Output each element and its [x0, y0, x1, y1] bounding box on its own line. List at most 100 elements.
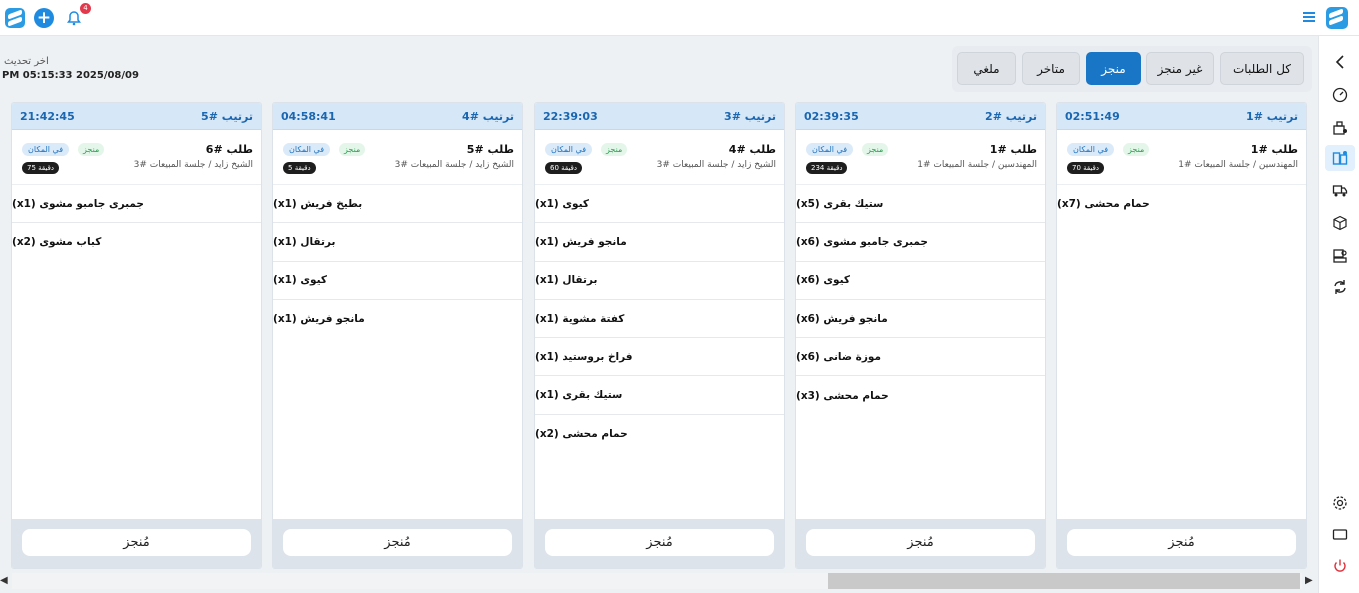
order-timer: 04:58:41	[281, 109, 336, 123]
mark-done-button[interactable]: مُنجز	[22, 529, 251, 556]
duration-badge: 75 دقيقة	[22, 162, 60, 174]
top-bar: + 4	[0, 0, 1359, 36]
order-location: المهندسين / جلسة المبيعات #1	[1178, 160, 1298, 170]
collapse-sidebar-button[interactable]	[1331, 53, 1349, 71]
last-update-label: اخر تحديث	[4, 56, 49, 67]
card-footer: مُنجز	[1057, 519, 1306, 568]
order-rank: ترتيب #5	[201, 109, 253, 123]
status-badge: منجز	[862, 143, 889, 156]
list-item: كفتة مشوية (x1)	[535, 300, 784, 339]
tab-late[interactable]: متاخر	[1022, 52, 1080, 85]
card-header: 02:51:49 ترتيب #1	[1057, 103, 1306, 130]
delivery-icon	[1332, 185, 1348, 197]
card-header: 02:39:35 ترتيب #2	[796, 103, 1045, 130]
list-item: مانجو فريش (x6)	[796, 300, 1045, 339]
duration-badge: 5 دقيقة	[283, 162, 316, 174]
list-item: كباب مشوى (x2)	[12, 236, 102, 249]
notification-count-badge: 4	[80, 3, 91, 14]
sidebar-item-kitchen[interactable]	[1331, 119, 1349, 137]
status-badge: منجز	[339, 143, 366, 156]
sidebar-item-pos[interactable]	[1331, 247, 1349, 265]
chevron-left-icon	[1335, 55, 1344, 69]
order-info: طلب #1 المهندسين / جلسة المبيعات #1 في الم…	[1057, 130, 1306, 185]
dine-in-badge: في المكان	[545, 143, 593, 156]
tab-not-done[interactable]: غير منجز	[1146, 52, 1214, 85]
sidebar-item-sync[interactable]	[1331, 278, 1349, 296]
list-item: حمام محشى (x3)	[796, 389, 889, 402]
horizontal-scrollbar[interactable]: ◀ ▶	[0, 573, 1317, 589]
tab-all-orders[interactable]: كل الطلبات	[1220, 52, 1304, 85]
status-badge: منجز	[601, 143, 628, 156]
list-item: مانجو فريش (x1)	[535, 223, 784, 262]
power-icon	[1334, 559, 1346, 572]
card-footer: مُنجز	[535, 519, 784, 568]
sidebar-item-orders[interactable]	[1325, 145, 1355, 171]
list-item: كيوى (x1)	[273, 262, 522, 300]
sidebar-item-products[interactable]	[1331, 214, 1349, 232]
scrollbar-thumb[interactable]	[828, 573, 1300, 589]
order-timer: 22:39:03	[543, 109, 598, 123]
order-card: 04:58:41 ترتيب #4 طلب #5 الشيخ زايد / جلسة …	[272, 102, 523, 569]
sidebar-item-settings[interactable]	[1331, 494, 1349, 512]
mark-done-button[interactable]: مُنجز	[1067, 529, 1296, 556]
mark-done-button[interactable]: مُنجز	[806, 529, 1035, 556]
menu-button[interactable]	[1303, 12, 1315, 22]
logo-icon[interactable]	[4, 7, 26, 29]
tab-cancelled[interactable]: ملغي	[957, 52, 1016, 85]
order-info: طلب #1 المهندسين / جلسة المبيعات #1 في الم…	[796, 130, 1045, 185]
list-item: برتقال (x1)	[273, 223, 522, 262]
order-card: 21:42:45 ترتيب #5 طلب #6 الشيخ زايد / جلسة …	[11, 102, 262, 569]
add-button[interactable]: +	[33, 7, 55, 29]
order-card: 02:39:35 ترتيب #2 طلب #1 المهندسين / جلسة ا…	[795, 102, 1046, 569]
logout-button[interactable]	[1331, 557, 1349, 575]
box-icon	[1333, 215, 1347, 231]
tab-done[interactable]: منجز	[1086, 52, 1141, 85]
card-header: 21:42:45 ترتيب #5	[12, 103, 261, 130]
mark-done-button[interactable]: مُنجز	[283, 529, 512, 556]
order-items: جمبرى جامبو مشوى (x1) كباب مشوى (x2)	[12, 185, 261, 262]
status-badge: منجز	[1123, 143, 1150, 156]
plus-icon: +	[34, 8, 54, 28]
list-item: حمام محشى (x7)	[1057, 198, 1150, 211]
last-update-value: PM 05:15:33 2025/08/09	[2, 70, 139, 81]
scroll-right-icon[interactable]: ▶	[1305, 575, 1313, 586]
order-number: طلب #1	[989, 143, 1037, 156]
gear-icon	[1333, 496, 1347, 510]
order-location: الشيخ زايد / جلسة المبيعات #3	[133, 160, 253, 170]
card-footer: مُنجز	[12, 519, 261, 568]
list-item: برتقال (x1)	[535, 262, 784, 300]
duration-badge: 234 دقيقة	[806, 162, 848, 174]
sidebar-item-display[interactable]	[1331, 526, 1349, 544]
order-rank: ترتيب #1	[1246, 109, 1298, 123]
sidebar-item-delivery[interactable]	[1331, 181, 1349, 199]
sidebar-item-dashboard[interactable]	[1331, 86, 1349, 104]
card-footer: مُنجز	[796, 519, 1045, 568]
order-location: الشيخ زايد / جلسة المبيعات #3	[656, 160, 776, 170]
order-number: طلب #5	[466, 143, 514, 156]
card-header: 04:58:41 ترتيب #4	[273, 103, 522, 130]
dine-in-badge: في المكان	[283, 143, 331, 156]
list-item: ستيك بقرى (x1)	[535, 376, 784, 415]
last-update: اخر تحديث PM 05:15:33 2025/08/09	[2, 56, 139, 81]
order-card: 22:39:03 ترتيب #3 طلب #4 الشيخ زايد / جلسة …	[534, 102, 785, 569]
duration-badge: 70 دقيقة	[1067, 162, 1105, 174]
mark-done-button[interactable]: مُنجز	[545, 529, 774, 556]
order-location: المهندسين / جلسة المبيعات #1	[917, 160, 1037, 170]
list-item: كيوى (x1)	[535, 185, 784, 224]
list-item: حمام محشى (x2)	[535, 427, 628, 440]
register-icon	[1333, 249, 1347, 263]
order-rank: ترتيب #3	[724, 109, 776, 123]
order-items: بطيخ فريش (x1) برتقال (x1) كيوى (x1) مانجو …	[273, 185, 522, 338]
scroll-left-icon[interactable]: ◀	[0, 575, 8, 586]
order-number: طلب #4	[728, 143, 776, 156]
notifications-button[interactable]: 4	[63, 3, 91, 29]
filter-tabs: ملغي متاخر منجز غير منجز كل الطلبات	[952, 46, 1312, 92]
order-info: طلب #4 الشيخ زايد / جلسة المبيعات #3 في ال…	[535, 130, 784, 185]
order-timer: 02:51:49	[1065, 109, 1120, 123]
order-number: طلب #1	[1250, 143, 1298, 156]
screen-icon	[1332, 529, 1348, 540]
order-items: حمام محشى (x7)	[1057, 185, 1306, 223]
order-location: الشيخ زايد / جلسة المبيعات #3	[394, 160, 514, 170]
brand-logo-icon[interactable]	[1326, 7, 1348, 29]
list-item: موزة ضانى (x6)	[796, 338, 1045, 377]
